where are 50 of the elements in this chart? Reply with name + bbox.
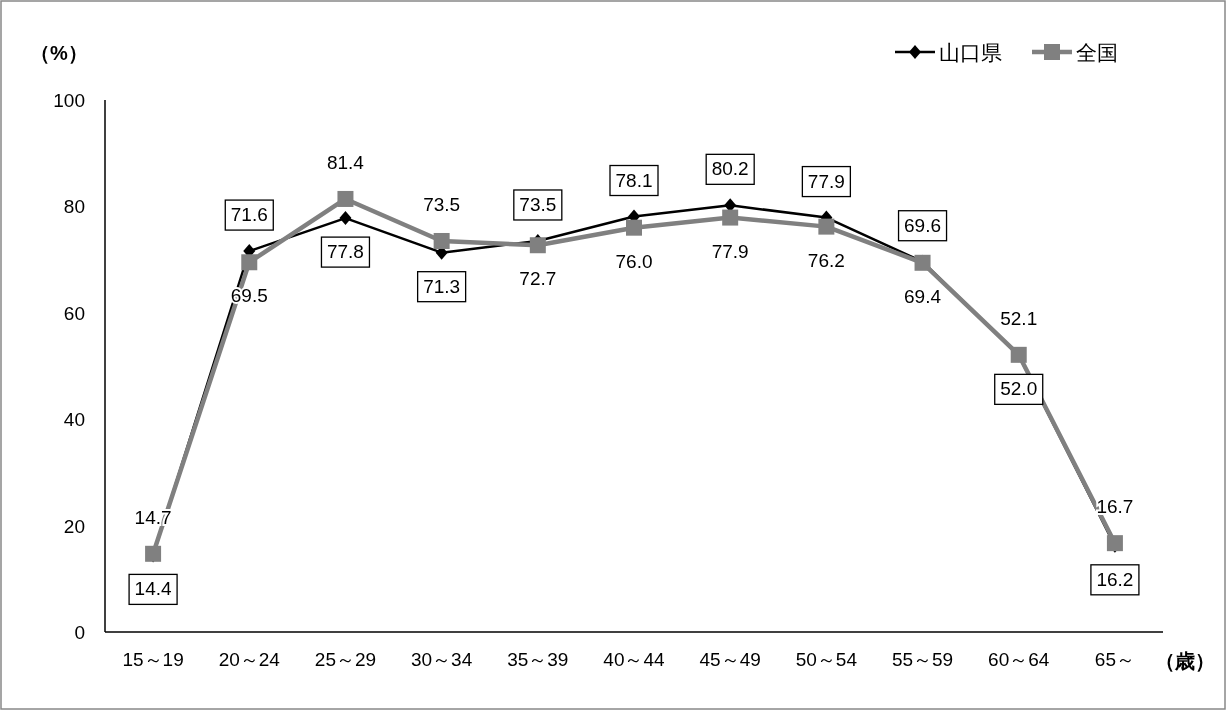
data-label: 76.0 [615, 250, 653, 272]
y-tick-label: 20 [63, 515, 85, 537]
x-tick-label: 40～44 [603, 649, 666, 670]
point [337, 190, 354, 207]
data-label: 16.7 [1096, 496, 1134, 518]
x-tick-label: 15～19 [122, 649, 184, 670]
data-label: 81.4 [326, 151, 365, 173]
y-axis-title: （%） [30, 42, 88, 64]
data-label: 71.6 [230, 204, 268, 226]
data-label: 14.4 [134, 578, 173, 600]
data-label: 73.5 [423, 193, 461, 215]
data-label: 72.7 [519, 268, 557, 290]
data-label: 52.1 [1000, 307, 1038, 329]
data-label: 80.2 [711, 158, 749, 180]
point [241, 254, 258, 271]
data-label: 73.5 [519, 193, 557, 215]
x-axis-title: （歳） [1155, 650, 1215, 672]
data-label: 77.9 [711, 240, 749, 262]
y-tick-label: 0 [74, 622, 85, 643]
data-label: 69.4 [904, 285, 942, 307]
point [433, 232, 450, 249]
legend-label: 全国 [1076, 41, 1118, 64]
x-tick-label: 20～24 [218, 649, 281, 670]
x-tick-label: 30～34 [411, 649, 473, 670]
data-label: 78.1 [615, 169, 653, 191]
y-tick-label: 40 [63, 409, 85, 431]
y-tick-label: 60 [63, 302, 85, 324]
x-tick-label: 60～64 [988, 649, 1050, 670]
data-label: 77.8 [326, 241, 364, 263]
y-tick-label: 100 [53, 90, 85, 111]
point [339, 211, 352, 226]
y-tick-label: 80 [63, 196, 85, 218]
data-label: 76.2 [807, 249, 845, 271]
data-label: 14.7 [134, 506, 172, 528]
data-label: 16.2 [1096, 568, 1134, 590]
point [722, 209, 739, 226]
point [818, 218, 835, 235]
data-label: 52.0 [1000, 378, 1038, 400]
x-tick-label: 45～49 [699, 649, 761, 670]
x-tick-label: 25～29 [314, 649, 377, 670]
x-tick-label: 55～59 [891, 649, 954, 670]
x-tick-label: 50～54 [795, 649, 858, 670]
legend-label: 山口県 [939, 41, 1002, 64]
data-label: 69.6 [904, 214, 942, 236]
x-tick-label: 35～39 [507, 649, 569, 670]
point [529, 237, 546, 254]
data-label: 77.9 [807, 170, 845, 192]
x-tick-label: 65～ [1094, 649, 1135, 670]
data-label: 71.3 [423, 275, 461, 297]
point [626, 219, 642, 236]
